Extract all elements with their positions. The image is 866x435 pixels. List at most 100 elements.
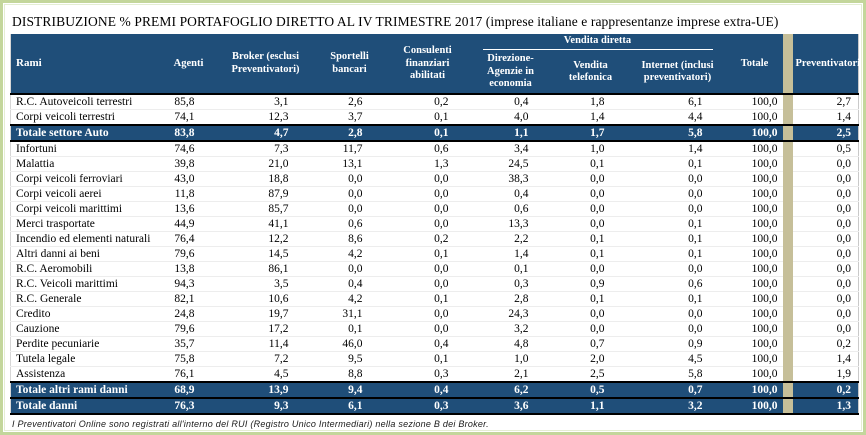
- cell-vendita-telefonica: 1,7: [552, 124, 629, 143]
- cell-separator: [782, 321, 793, 337]
- cell-direzione-agenzie: 3,6: [468, 397, 553, 416]
- cell-sportelli-bancari: 4,2: [312, 291, 387, 308]
- cell-internet: 0,0: [628, 306, 727, 323]
- cell-ramo: Corpi veicoli marittimi: [10, 201, 159, 218]
- cell-sportelli-bancari: 2,8: [312, 124, 387, 143]
- cell-direzione-agenzie: 1,1: [468, 124, 553, 143]
- cell-separator: [782, 216, 793, 232]
- cell-consulenti-finanziari: 0,0: [386, 201, 469, 218]
- cell-agenti: 85,8: [158, 94, 219, 111]
- cell-totale: 100,0: [726, 336, 783, 353]
- cell-preventivatori: 0,0: [792, 276, 859, 293]
- cell-agenti: 74,1: [158, 109, 219, 126]
- cell-ramo: Assistenza: [10, 366, 159, 383]
- cell-separator: [782, 366, 793, 383]
- cell-consulenti-finanziari: 1,3: [386, 156, 469, 173]
- cell-preventivatori: 0,0: [792, 186, 859, 203]
- cell-consulenti-finanziari: 0,0: [386, 306, 469, 323]
- cell-vendita-telefonica: 0,1: [552, 156, 629, 173]
- cell-agenti: 79,6: [158, 321, 219, 338]
- page-title: DISTRIBUZIONE % PREMI PORTAFOGLIO DIRETT…: [12, 14, 779, 29]
- cell-preventivatori: 1,9: [792, 366, 859, 383]
- table-row: Corpi veicoli terrestri 74,1 12,3 3,7 0,…: [10, 109, 859, 126]
- cell-broker: 3,1: [218, 94, 313, 111]
- cell-sportelli-bancari: 0,1: [312, 321, 387, 338]
- cell-ramo: Incendio ed elementi naturali: [10, 231, 159, 248]
- table-row: Incendio ed elementi naturali 76,4 12,2 …: [10, 231, 859, 248]
- cell-preventivatori: 0,0: [792, 321, 859, 338]
- cell-vendita-telefonica: 0,1: [552, 231, 629, 248]
- cell-vendita-telefonica: 0,0: [552, 321, 629, 338]
- cell-consulenti-finanziari: 0,1: [386, 109, 469, 126]
- cell-totale: 100,0: [726, 171, 783, 188]
- cell-direzione-agenzie: 1,4: [468, 246, 553, 263]
- column-header-sportelli-bancari: Sportelli bancari: [312, 34, 387, 96]
- cell-direzione-agenzie: 2,2: [468, 231, 553, 248]
- cell-internet: 0,1: [628, 156, 727, 173]
- cell-broker: 10,6: [218, 291, 313, 308]
- cell-internet: 0,9: [628, 336, 727, 353]
- cell-preventivatori: 0,0: [792, 171, 859, 188]
- cell-vendita-telefonica: 0,5: [552, 381, 629, 400]
- table-row: Infortuni 74,6 7,3 11,7 0,6 3,4 1,0 1,4 …: [10, 141, 859, 158]
- cell-internet: 5,8: [628, 366, 727, 383]
- cell-direzione-agenzie: 3,4: [468, 141, 553, 158]
- cell-broker: 11,4: [218, 336, 313, 353]
- cell-ramo: Infortuni: [10, 141, 159, 158]
- cell-separator: [782, 186, 793, 202]
- cell-totale: 100,0: [726, 109, 783, 126]
- cell-preventivatori: 1,4: [792, 351, 859, 368]
- cell-agenti: 13,6: [158, 201, 219, 218]
- cell-internet: 0,0: [628, 321, 727, 338]
- cell-totale: 100,0: [726, 261, 783, 278]
- cell-sportelli-bancari: 2,6: [312, 94, 387, 111]
- cell-separator: [782, 306, 793, 322]
- cell-sportelli-bancari: 0,0: [312, 261, 387, 278]
- cell-sportelli-bancari: 0,0: [312, 186, 387, 203]
- cell-separator: [782, 124, 793, 143]
- cell-separator: [782, 291, 793, 307]
- cell-broker: 9,3: [218, 397, 313, 416]
- cell-direzione-agenzie: 6,2: [468, 381, 553, 400]
- cell-preventivatori: 0,0: [792, 231, 859, 248]
- cell-separator: [782, 397, 793, 416]
- group-header-label: Vendita diretta: [482, 35, 713, 51]
- cell-internet: 0,0: [628, 201, 727, 218]
- cell-internet: 0,0: [628, 186, 727, 203]
- column-header-agenti: Agenti: [158, 34, 219, 96]
- cell-separator: [782, 141, 793, 157]
- cell-preventivatori: 0,0: [792, 291, 859, 308]
- cell-vendita-telefonica: 2,5: [552, 366, 629, 383]
- cell-broker: 19,7: [218, 306, 313, 323]
- cell-agenti: 76,1: [158, 366, 219, 383]
- cell-separator: [782, 94, 793, 110]
- cell-ramo: Credito: [10, 306, 159, 323]
- cell-broker: 4,5: [218, 366, 313, 383]
- cell-preventivatori: 1,4: [792, 109, 859, 126]
- cell-consulenti-finanziari: 0,3: [386, 366, 469, 383]
- cell-totale: 100,0: [726, 201, 783, 218]
- cell-vendita-telefonica: 0,0: [552, 306, 629, 323]
- cell-ramo: Perdite pecuniarie: [10, 336, 159, 353]
- cell-direzione-agenzie: 24,3: [468, 306, 553, 323]
- cell-sportelli-bancari: 8,8: [312, 366, 387, 383]
- cell-ramo: Totale altri rami danni: [10, 381, 159, 400]
- table-row: Tutela legale 75,8 7,2 9,5 0,1 1,0 2,0 4…: [10, 351, 859, 368]
- cell-vendita-telefonica: 0,0: [552, 186, 629, 203]
- cell-internet: 1,4: [628, 141, 727, 158]
- cell-ramo: Totale danni: [10, 397, 159, 416]
- cell-sportelli-bancari: 13,1: [312, 156, 387, 173]
- table-body: R.C. Autoveicoli terrestri 85,8 3,1 2,6 …: [10, 94, 859, 416]
- cell-agenti: 79,6: [158, 246, 219, 263]
- cell-direzione-agenzie: 3,2: [468, 321, 553, 338]
- cell-preventivatori: 0,0: [792, 306, 859, 323]
- cell-totale: 100,0: [726, 381, 783, 400]
- cell-totale: 100,0: [726, 291, 783, 308]
- cell-consulenti-finanziari: 0,0: [386, 276, 469, 293]
- cell-totale: 100,0: [726, 156, 783, 173]
- cell-direzione-agenzie: 4,8: [468, 336, 553, 353]
- cell-sportelli-bancari: 0,4: [312, 276, 387, 293]
- cell-sportelli-bancari: 8,6: [312, 231, 387, 248]
- cell-internet: 0,6: [628, 276, 727, 293]
- cell-broker: 7,3: [218, 141, 313, 158]
